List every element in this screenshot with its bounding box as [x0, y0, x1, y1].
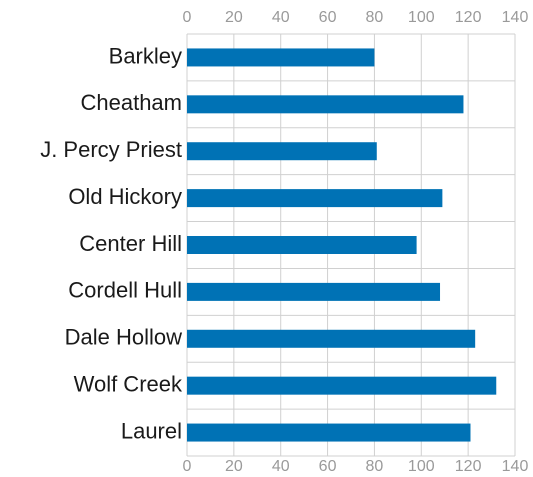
- bar: [187, 189, 443, 208]
- category-label: Laurel: [121, 418, 182, 443]
- bar: [187, 95, 464, 114]
- x-tick-label-top: 20: [225, 9, 243, 26]
- category-label: Cordell Hull: [68, 278, 182, 303]
- category-label: Barkley: [109, 43, 182, 68]
- x-tick-label-top: 40: [272, 9, 290, 26]
- x-tick-label-bottom: 0: [183, 458, 192, 475]
- x-tick-label-bottom: 60: [319, 458, 337, 475]
- x-tick-label-top: 80: [366, 9, 384, 26]
- bar: [187, 329, 476, 348]
- category-label: Center Hill: [79, 231, 182, 256]
- x-tick-label-bottom: 20: [225, 458, 243, 475]
- category-label: Old Hickory: [68, 184, 182, 209]
- bar: [187, 282, 441, 301]
- bar: [187, 376, 497, 395]
- category-label: J. Percy Priest: [40, 137, 182, 162]
- x-tick-label-top: 0: [183, 9, 192, 26]
- x-tick-label-top: 60: [319, 9, 337, 26]
- x-tick-label-bottom: 80: [366, 458, 384, 475]
- x-tick-label-top: 100: [408, 9, 435, 26]
- x-tick-label-top: 120: [455, 9, 482, 26]
- x-tick-label-bottom: 120: [455, 458, 482, 475]
- category-label: Wolf Creek: [74, 371, 183, 396]
- bar: [187, 423, 471, 442]
- bar: [187, 236, 417, 254]
- category-label: Dale Hollow: [65, 325, 182, 350]
- bar: [187, 48, 375, 67]
- category-label: Cheatham: [80, 90, 182, 115]
- x-tick-label-bottom: 140: [502, 458, 529, 475]
- x-tick-label-bottom: 40: [272, 458, 290, 475]
- x-tick-label-top: 140: [502, 9, 529, 26]
- bar: [187, 142, 377, 161]
- x-tick-label-bottom: 100: [408, 458, 435, 475]
